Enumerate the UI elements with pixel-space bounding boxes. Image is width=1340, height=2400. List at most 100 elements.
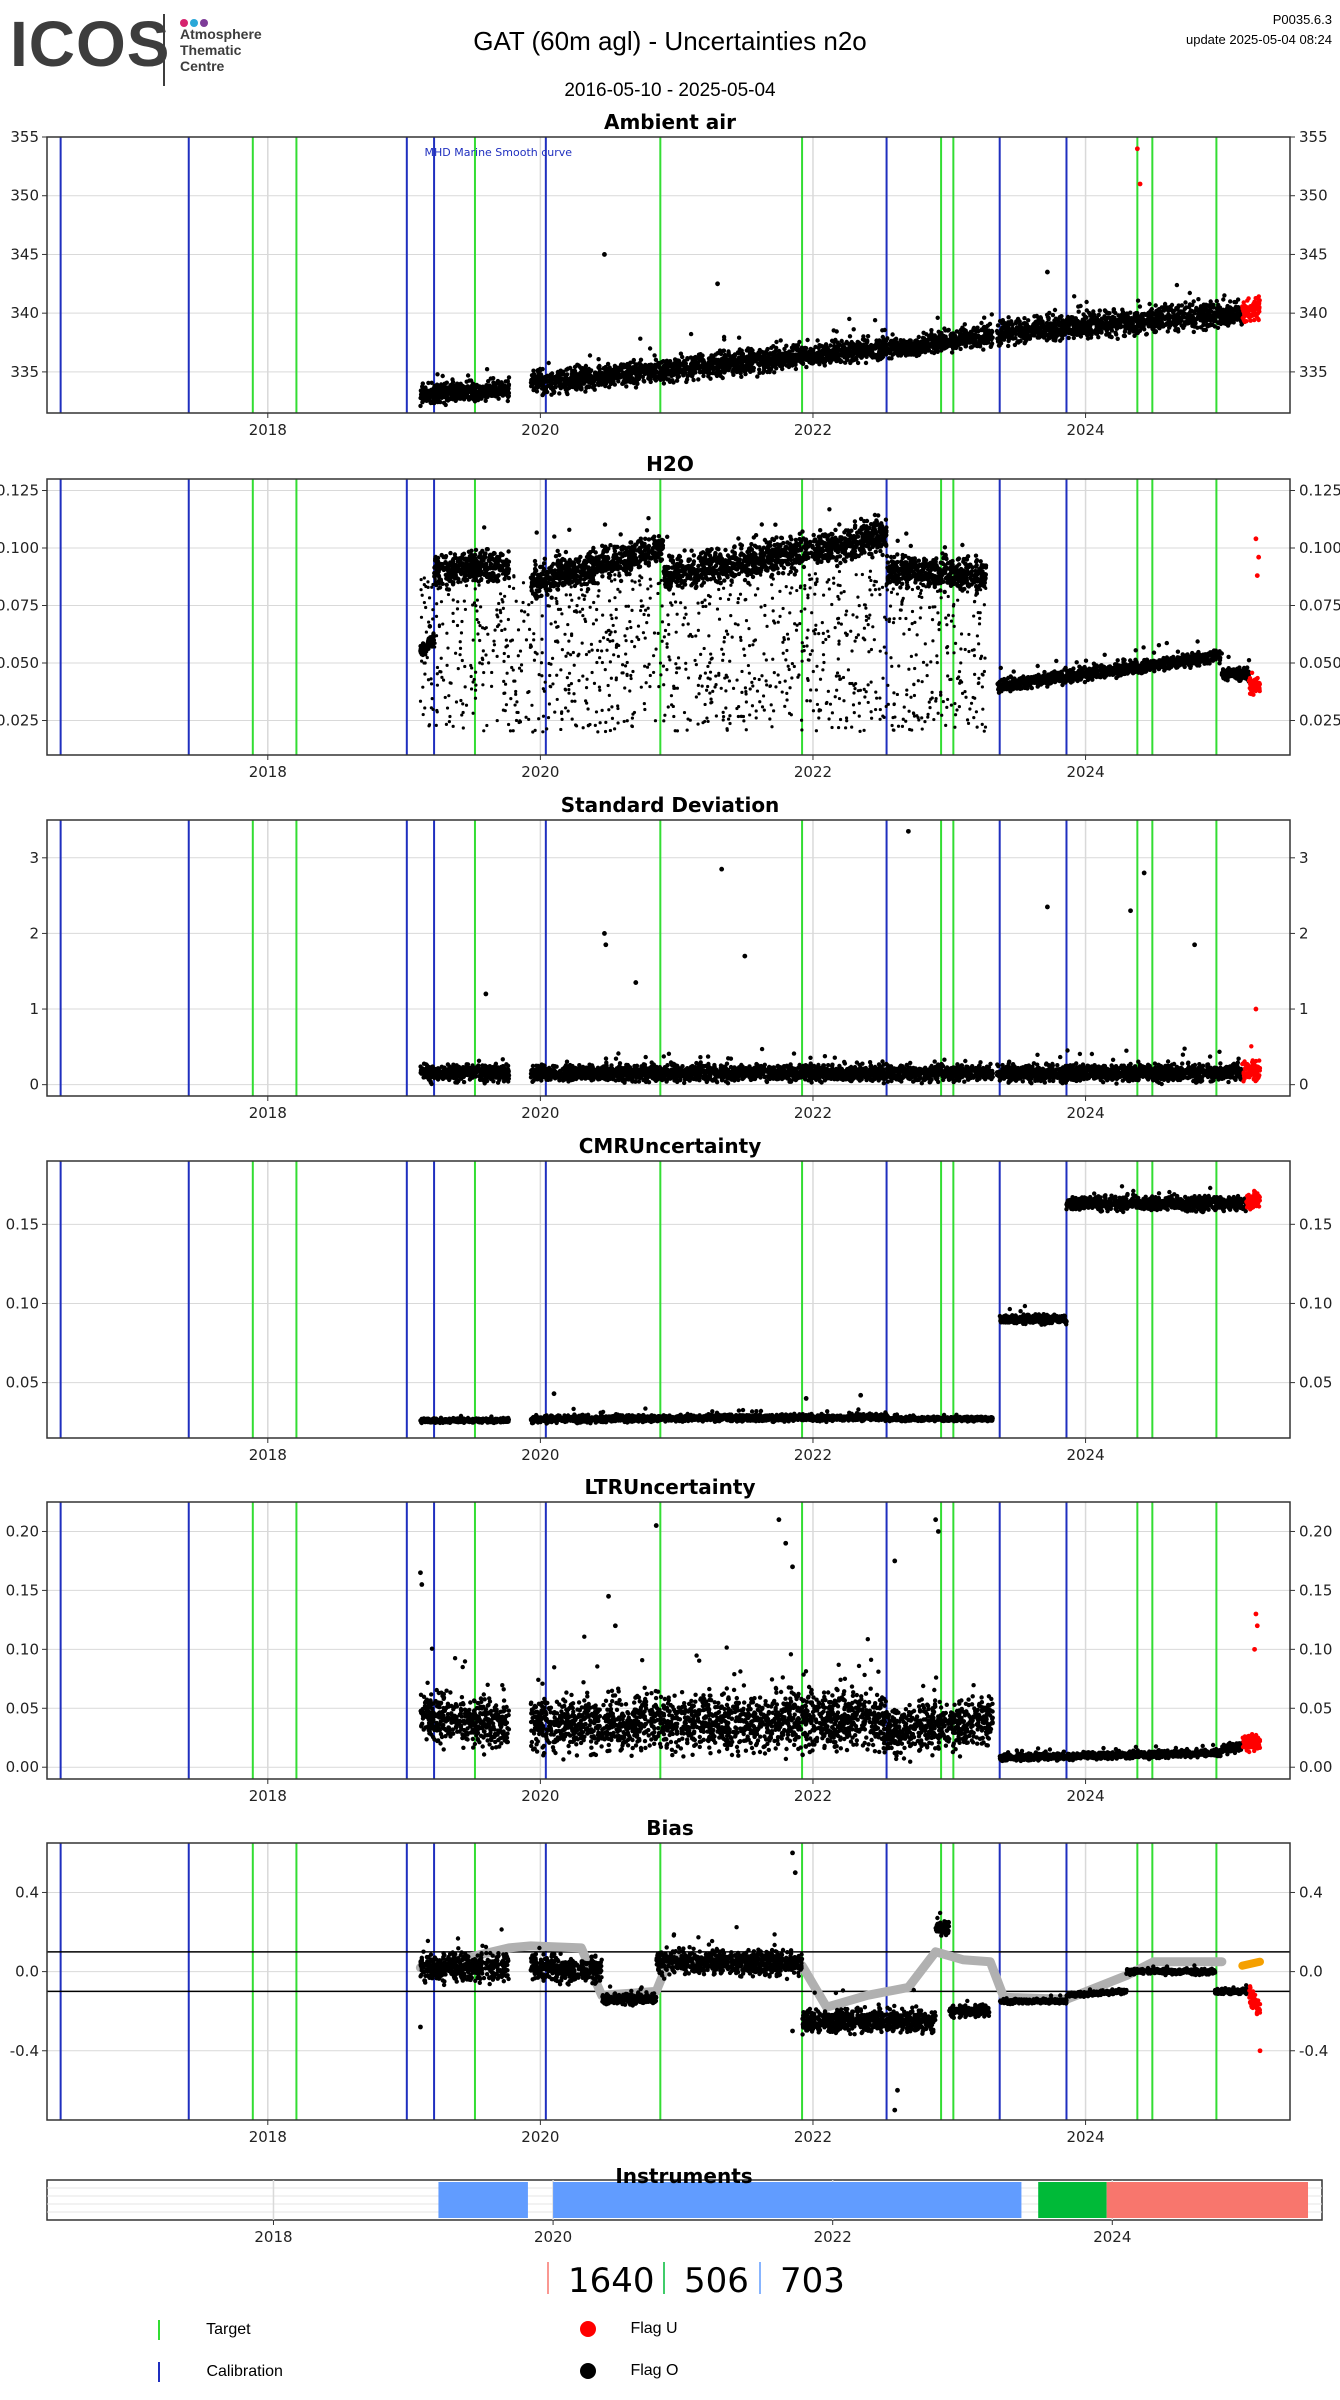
data-point bbox=[975, 710, 978, 713]
data-point bbox=[482, 649, 485, 652]
data-point bbox=[445, 381, 449, 385]
data-point bbox=[800, 719, 803, 722]
data-point bbox=[1176, 329, 1180, 333]
data-point bbox=[862, 729, 865, 732]
data-point bbox=[639, 358, 643, 362]
data-point bbox=[569, 378, 573, 382]
data-point bbox=[732, 687, 735, 690]
data-point bbox=[718, 618, 721, 621]
data-point bbox=[1208, 309, 1212, 313]
data-point bbox=[607, 367, 611, 371]
data-point bbox=[805, 699, 808, 702]
data-point bbox=[536, 376, 540, 380]
data-point bbox=[733, 352, 737, 356]
data-point bbox=[768, 717, 771, 720]
data-point bbox=[731, 373, 735, 377]
data-point bbox=[922, 339, 926, 343]
data-point bbox=[423, 672, 426, 675]
data-point bbox=[774, 685, 777, 688]
data-point bbox=[638, 579, 641, 582]
data-point bbox=[660, 367, 664, 371]
data-point bbox=[1124, 317, 1128, 321]
data-point bbox=[796, 624, 799, 627]
data-point bbox=[631, 717, 634, 720]
data-point bbox=[968, 707, 971, 710]
data-point bbox=[566, 676, 569, 679]
data-point bbox=[525, 638, 528, 641]
data-point bbox=[608, 633, 611, 636]
data-point bbox=[832, 577, 835, 580]
data-point bbox=[677, 374, 681, 378]
data-point bbox=[869, 343, 873, 347]
data-point bbox=[617, 655, 620, 658]
data-point bbox=[747, 627, 750, 630]
data-point bbox=[448, 715, 451, 718]
data-point bbox=[1051, 324, 1055, 328]
data-point bbox=[503, 628, 506, 631]
data-point bbox=[879, 708, 882, 711]
data-point bbox=[604, 730, 607, 733]
data-point bbox=[667, 705, 670, 708]
data-point bbox=[1072, 294, 1076, 298]
data-point bbox=[921, 331, 925, 335]
data-point bbox=[592, 601, 595, 604]
data-point bbox=[771, 363, 775, 367]
data-point bbox=[735, 370, 739, 374]
data-point bbox=[1224, 322, 1228, 326]
data-point bbox=[450, 387, 454, 391]
data-point bbox=[527, 690, 530, 693]
data-point bbox=[573, 664, 576, 667]
data-point bbox=[528, 628, 531, 631]
data-point bbox=[683, 711, 686, 714]
data-point bbox=[595, 618, 598, 621]
data-point bbox=[500, 629, 503, 632]
data-point bbox=[1129, 318, 1133, 322]
data-point bbox=[474, 604, 477, 607]
data-point bbox=[795, 629, 798, 632]
data-point bbox=[435, 615, 438, 618]
data-point bbox=[1120, 313, 1124, 317]
data-point bbox=[462, 726, 465, 729]
data-point bbox=[768, 351, 772, 355]
data-point bbox=[1058, 328, 1062, 332]
data-point bbox=[888, 617, 891, 620]
data-point bbox=[556, 371, 560, 375]
data-point bbox=[1100, 320, 1104, 324]
data-point bbox=[762, 652, 765, 655]
data-point bbox=[502, 680, 505, 683]
data-point bbox=[976, 333, 980, 337]
data-point bbox=[441, 374, 445, 378]
data-point bbox=[705, 689, 708, 692]
data-point bbox=[936, 350, 940, 354]
data-point bbox=[772, 370, 776, 374]
data-point bbox=[583, 598, 586, 601]
data-point bbox=[555, 674, 558, 677]
data-point bbox=[647, 614, 650, 617]
data-point bbox=[803, 607, 806, 610]
data-point bbox=[857, 633, 860, 636]
data-point bbox=[967, 633, 970, 636]
data-point bbox=[1201, 320, 1205, 324]
data-point bbox=[1220, 321, 1224, 325]
data-point bbox=[624, 365, 628, 369]
data-point bbox=[553, 710, 556, 713]
x-tick-label: 2018 bbox=[249, 421, 287, 439]
data-point bbox=[537, 383, 541, 387]
data-point bbox=[428, 596, 431, 599]
data-point bbox=[607, 708, 610, 711]
data-point bbox=[640, 576, 643, 579]
data-point bbox=[822, 661, 825, 664]
data-point bbox=[1056, 318, 1060, 322]
data-point bbox=[791, 343, 795, 347]
data-point bbox=[739, 361, 743, 365]
data-point bbox=[951, 332, 955, 336]
data-point bbox=[465, 584, 468, 587]
data-point bbox=[430, 387, 434, 391]
data-point bbox=[1006, 344, 1010, 348]
data-point bbox=[654, 358, 658, 362]
data-point bbox=[920, 716, 923, 719]
data-point bbox=[591, 649, 594, 652]
data-point bbox=[583, 389, 587, 393]
data-point bbox=[616, 704, 619, 707]
data-point bbox=[627, 376, 631, 380]
